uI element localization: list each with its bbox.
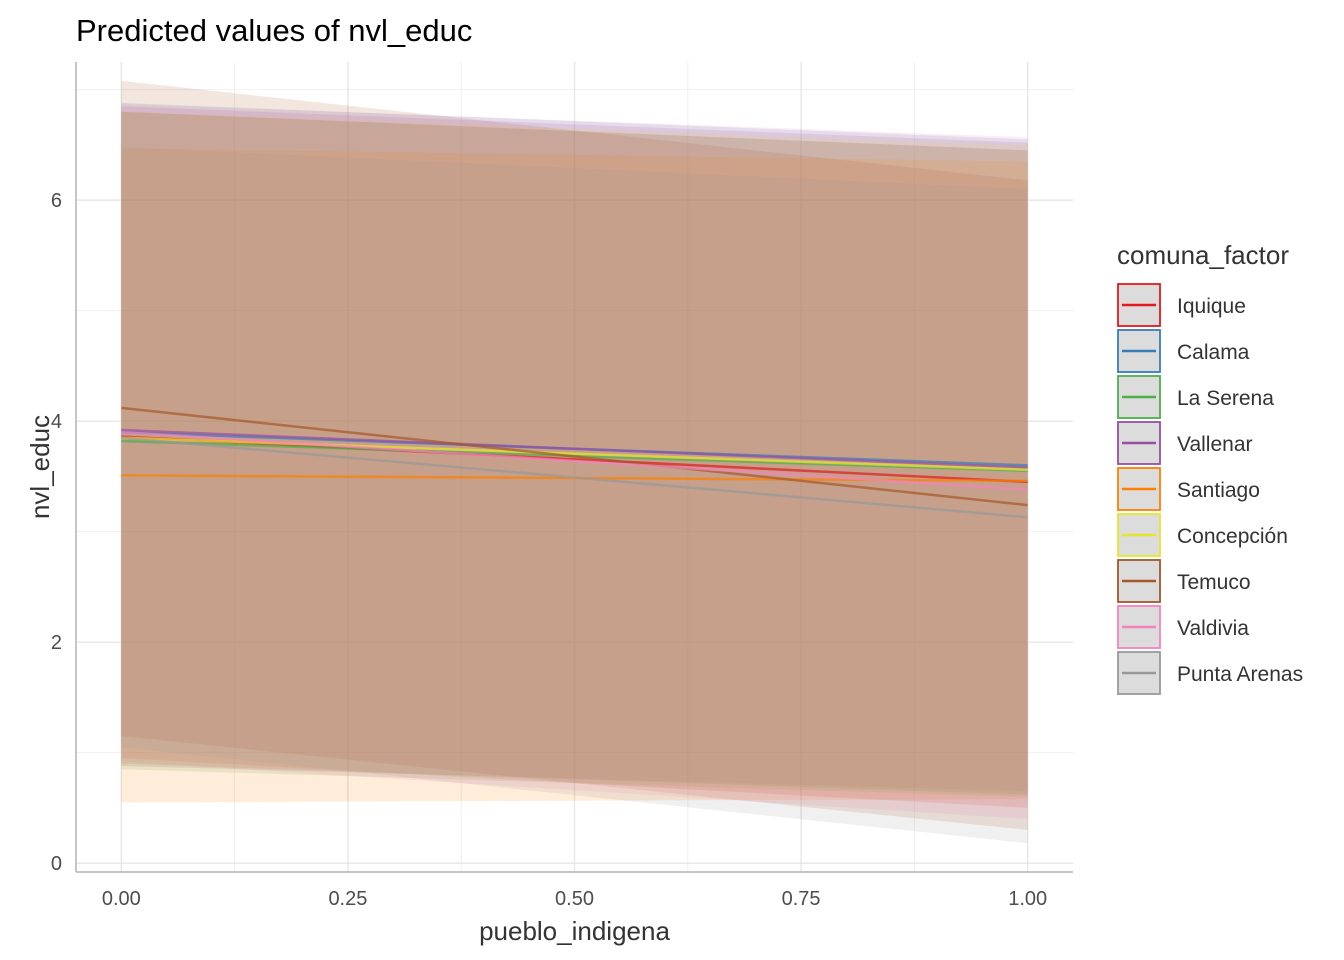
legend-label: Santiago	[1177, 479, 1260, 502]
series-line	[121, 406, 1028, 507]
legend-item: Concepción	[1117, 513, 1288, 557]
y-tick-label: 0	[51, 853, 62, 875]
y-tick-label: 4	[51, 411, 62, 433]
legend-label: Iquique	[1177, 295, 1246, 318]
legend-label: Calama	[1177, 341, 1250, 364]
legend-label: Punta Arenas	[1177, 663, 1303, 686]
legend-item: Valdivia	[1117, 605, 1249, 649]
legend-item: Punta Arenas	[1117, 651, 1303, 695]
legend-label: Vallenar	[1177, 433, 1253, 456]
series-line	[121, 436, 1028, 472]
legend-item: Temuco	[1117, 559, 1251, 603]
y-axis-title: nvl_educ	[25, 415, 55, 519]
confidence-band	[121, 147, 1028, 844]
y-axis-ticks: 0 2 4 6	[51, 190, 62, 875]
legend-label: Temuco	[1177, 571, 1251, 594]
legend-label: La Serena	[1177, 387, 1274, 410]
legend-item: Santiago	[1117, 467, 1260, 511]
legend-items: Iquique Calama La Serena Vallenar Santiago Co…	[1117, 283, 1303, 695]
series-line	[121, 436, 1028, 519]
legend-item: Iquique	[1117, 283, 1246, 327]
legend-item: Vallenar	[1117, 421, 1253, 465]
legend-title: comuna_factor	[1117, 240, 1289, 270]
x-tick-label: 1.00	[1008, 888, 1047, 910]
series-line	[121, 428, 1028, 469]
series-line	[121, 430, 1028, 491]
legend: comuna_factor Iquique Calama La Serena Vall…	[1117, 240, 1303, 695]
legend-item: Calama	[1117, 329, 1250, 373]
x-tick-label: 0.75	[782, 888, 821, 910]
x-tick-label: 0.00	[102, 888, 141, 910]
x-axis-ticks: 0.00 0.25 0.50 0.75 1.00	[102, 888, 1047, 910]
confidence-band	[121, 148, 1028, 803]
x-tick-label: 0.25	[328, 888, 367, 910]
legend-label: Concepción	[1177, 525, 1288, 548]
legend-label: Valdivia	[1177, 617, 1249, 640]
x-tick-label: 0.50	[555, 888, 594, 910]
prediction-lines	[121, 406, 1028, 519]
y-tick-label: 2	[51, 632, 62, 654]
x-axis-title: pueblo_indigena	[479, 916, 670, 946]
legend-item: La Serena	[1117, 375, 1274, 419]
y-tick-label: 6	[51, 190, 62, 212]
chart-title: Predicted values of nvl_educ	[76, 13, 472, 48]
